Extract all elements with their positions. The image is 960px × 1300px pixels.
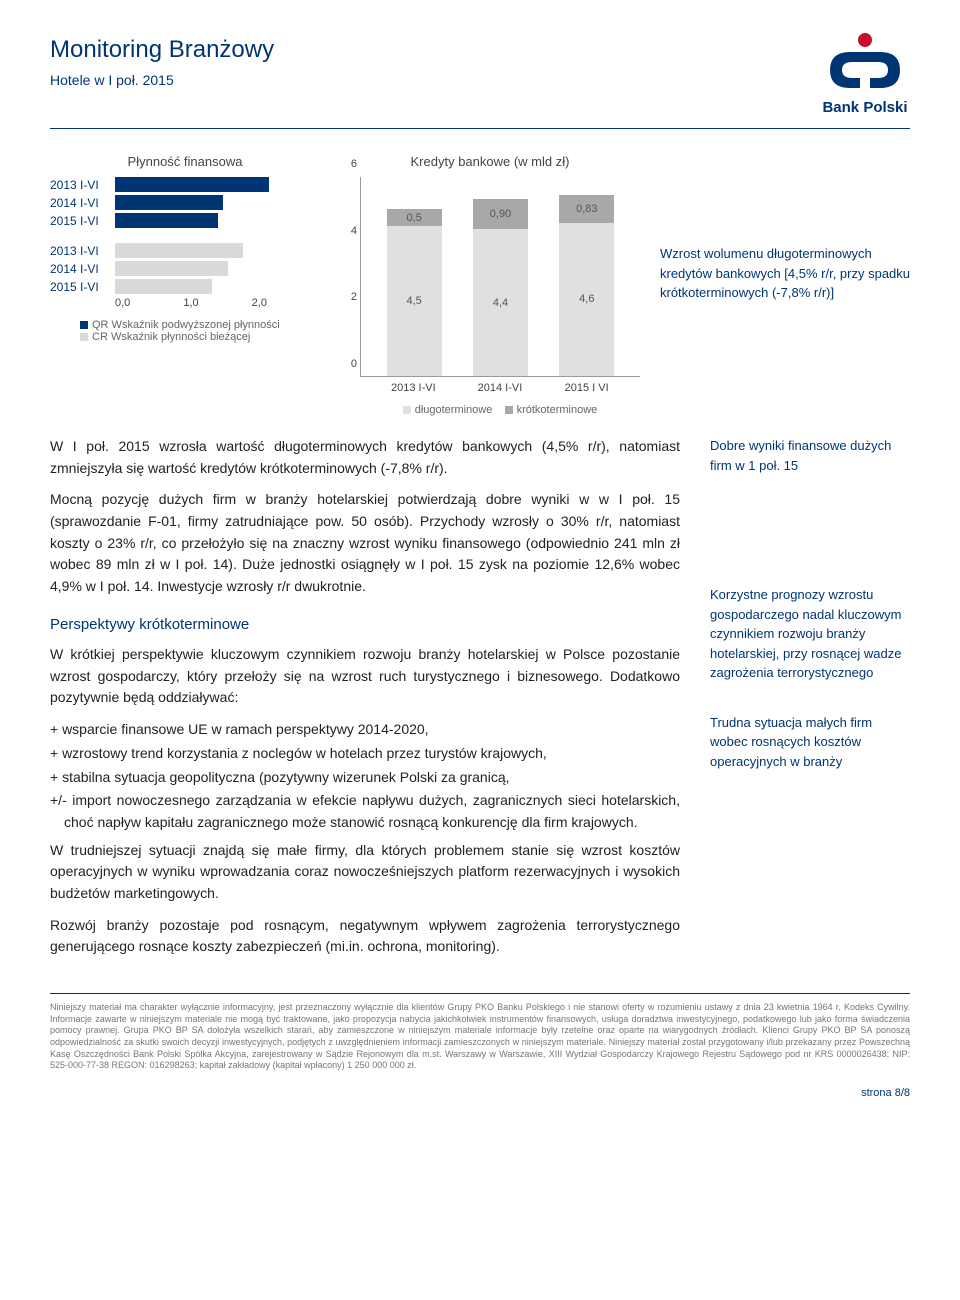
chart2-legend: długoterminowe krótkoterminowe [360,404,640,416]
legend-cr: CR Wskaźnik płynności bieżącej [92,331,250,343]
bullet-item: + wzrostowy trend korzystania z noclegów… [50,743,680,765]
disclaimer: Niniejszy materiał ma charakter wyłączni… [50,993,910,1072]
page: Monitoring Branżowy Hotele w I poł. 2015… [0,0,960,1119]
chart1-title: Płynność finansowa [50,154,320,169]
vbar-col: 0,5 4,5 [387,209,442,376]
credits-chart: Kredyty bankowe (w mld zł) 0246 0,5 4,5 … [340,154,640,416]
chart1-legend: QR Wskaźnik podwyższonej płynności CR Ws… [80,319,320,343]
hbar-row: 2014 I-VI [50,261,320,276]
paragraph-5: Rozwój branży pozostaje pod rosnącym, ne… [50,915,680,958]
hbar-row: 2013 I-VI [50,243,320,258]
side-note-2: Dobre wyniki finansowe dużych firm w 1 p… [710,436,910,475]
side-note-1: Wzrost wolumenu długoterminowych kredytó… [660,154,910,416]
paragraph-1: W I poł. 2015 wzrosła wartość długotermi… [50,436,680,479]
bullet-item: + wsparcie finansowe UE w ramach perspek… [50,719,680,741]
bullet-item: + stabilna sytuacja geopolityczna (pozyt… [50,767,680,789]
legend-long: długoterminowe [415,404,493,416]
paragraph-2: Mocną pozycję dużych firm w branży hotel… [50,489,680,597]
body-row: W I poł. 2015 wzrosła wartość długotermi… [50,436,910,968]
page-subtitle: Hotele w I poł. 2015 [50,72,274,88]
legend-short: krótkoterminowe [517,404,598,416]
paragraph-4: W trudniejszej sytuacji znajdą się małe … [50,840,680,905]
header-left: Monitoring Branżowy Hotele w I poł. 2015 [50,30,274,88]
body-main: W I poł. 2015 wzrosła wartość długotermi… [50,436,680,968]
paragraph-3: W krótkiej perspektywie kluczowym czynni… [50,644,680,709]
header: Monitoring Branżowy Hotele w I poł. 2015… [50,30,910,129]
bullet-item: +/- import nowoczesnego zarządzania w ef… [50,790,680,833]
hbar-row: 2014 I-VI [50,195,320,210]
pko-logo-icon [820,30,910,90]
vbar-col: 0,83 4,6 [559,195,614,376]
chart2-title: Kredyty bankowe (w mld zł) [340,154,640,169]
subheading: Perspektywy krótkoterminowe [50,613,680,636]
page-title: Monitoring Branżowy [50,36,274,64]
liquidity-chart: Płynność finansowa 2013 I-VI 2014 I-VI 2… [50,154,320,416]
page-footer: strona 8/8 [50,1087,910,1099]
body-side: Dobre wyniki finansowe dużych firm w 1 p… [710,436,910,968]
hbar-row: 2015 I-VI [50,213,320,228]
vbar-col: 0,90 4,4 [473,199,528,376]
side-note-1-text: Wzrost wolumenu długoterminowych kredytó… [660,244,910,303]
legend-qr: QR Wskaźnik podwyższonej płynności [92,319,280,331]
side-note-4: Trudna sytuacja małych firm wobec rosnąc… [710,713,910,772]
side-note-3: Korzystne prognozy wzrostu gospodarczego… [710,585,910,683]
bank-name: Bank Polski [820,99,910,116]
bullet-list: + wsparcie finansowe UE w ramach perspek… [50,719,680,833]
logo: Bank Polski [820,30,910,116]
hbar-row: 2013 I-VI [50,177,320,192]
charts-row: Płynność finansowa 2013 I-VI 2014 I-VI 2… [50,154,910,416]
hbar-row: 2015 I-VI [50,279,320,294]
